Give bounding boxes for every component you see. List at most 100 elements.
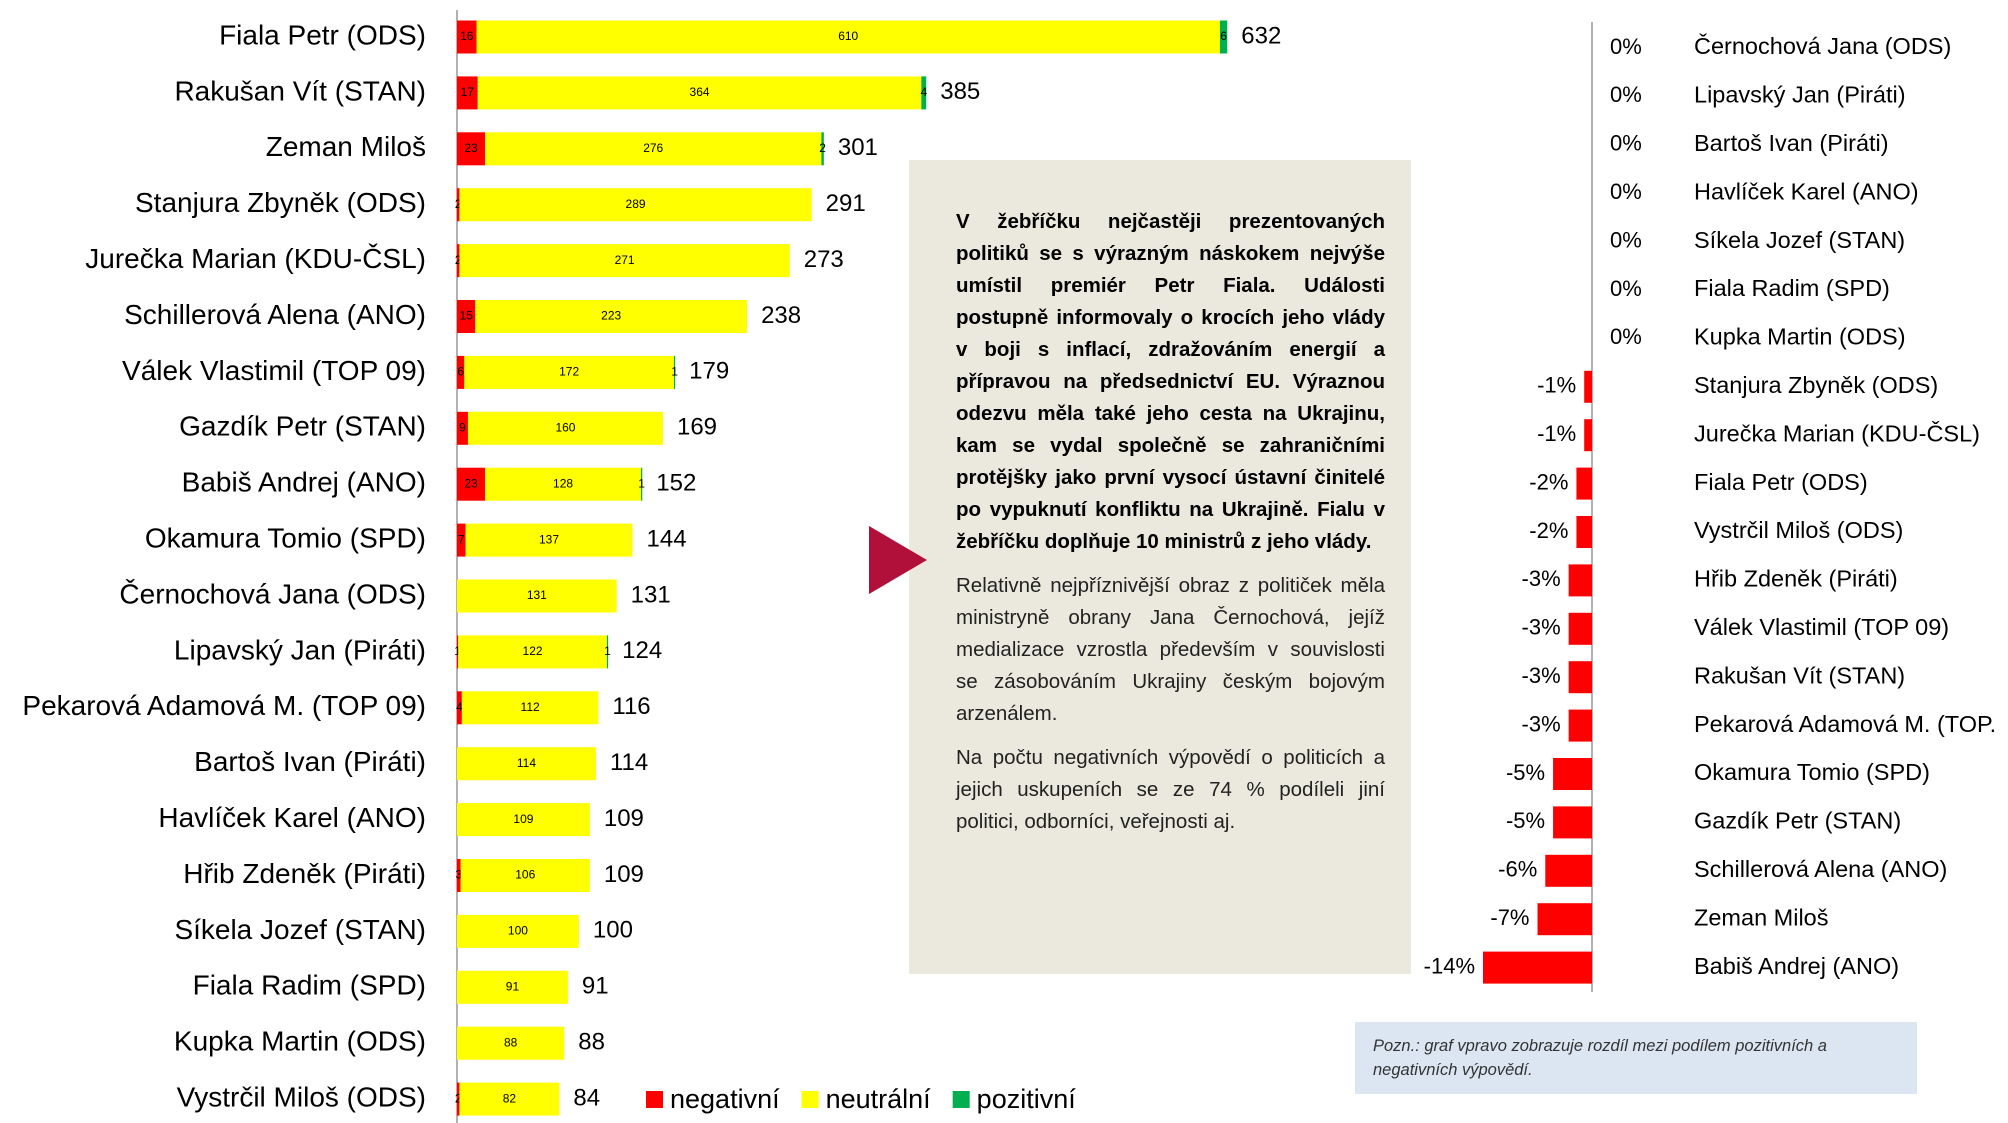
segment-label: 364: [690, 85, 710, 99]
bar-segment: [461, 691, 599, 725]
category-label: Babiš Andrej (ANO): [1694, 953, 1899, 979]
category-label: Kupka Martin (ODS): [174, 1026, 426, 1057]
segment-label: 2: [455, 1091, 462, 1105]
bar-segment: [459, 244, 790, 278]
category-label: Stanjura Zbyněk (ODS): [135, 187, 426, 218]
bar-segment: [457, 803, 590, 837]
value-label: -1%: [1537, 373, 1576, 398]
bar-segment: [457, 914, 579, 948]
segment-label: 23: [464, 476, 478, 490]
category-label: Lipavský Jan (Piráti): [1694, 82, 1906, 108]
bar-segment: [458, 635, 607, 669]
value-label: -5%: [1506, 760, 1545, 785]
paragraph: Relativně nejpříznivější obraz z politič…: [956, 574, 1385, 725]
bar: [1537, 903, 1592, 936]
segment-label: 6: [457, 365, 464, 379]
segment-label: 16: [460, 29, 474, 43]
segment-label: 114: [517, 756, 536, 770]
bar-segment: [457, 970, 568, 1004]
paragraph: V žebříčku nejčastěji prezentovaných pol…: [956, 210, 1385, 553]
category-label: Fiala Petr (ODS): [219, 19, 426, 50]
value-label: -14%: [1424, 953, 1475, 978]
category-label: Válek Vlastimil (TOP 09): [122, 355, 426, 386]
value-label: -3%: [1522, 711, 1561, 736]
segment-label: 160: [555, 420, 575, 434]
total-label: 144: [647, 525, 687, 552]
category-label: Zeman Miloš: [266, 131, 426, 162]
total-label: 109: [604, 861, 644, 888]
value-label: 0%: [1610, 34, 1642, 59]
bar: [1568, 564, 1592, 597]
value-label: 0%: [1610, 131, 1642, 156]
value-label: -1%: [1537, 421, 1576, 446]
segment-label: 2: [455, 197, 462, 211]
bar: [1584, 419, 1592, 452]
bar-segment: [475, 300, 748, 333]
total-label: 273: [804, 246, 844, 273]
bar-segment: [673, 355, 676, 389]
category-label: Vystrčil Miloš (ODS): [1694, 517, 1903, 543]
category-label: Jurečka Marian (KDU-ČSL): [1694, 419, 1980, 446]
segment-label: 3: [455, 868, 462, 882]
value-label: -2%: [1529, 518, 1568, 543]
category-label: Stanjura Zbyněk (ODS): [1694, 372, 1938, 398]
category-label: Rakušan Vít (STAN): [174, 75, 426, 106]
bar-segment: [457, 355, 465, 389]
bar-segment: [460, 859, 590, 892]
segment-label: 7: [458, 532, 465, 546]
segment-label: 223: [601, 309, 621, 323]
segment-label: 91: [506, 979, 520, 993]
bar-segment: [457, 579, 617, 613]
bar-segment: [457, 1026, 565, 1060]
segment-label: 6: [1220, 29, 1227, 43]
bar-segment: [606, 635, 609, 669]
category-label: Fiala Petr (ODS): [1694, 469, 1868, 495]
legend-label: pozitivní: [977, 1084, 1077, 1114]
value-label: -3%: [1522, 663, 1561, 688]
segment-label: 9: [459, 420, 466, 434]
category-label: Havlíček Karel (ANO): [158, 802, 426, 833]
bar-segment: [641, 467, 643, 501]
category-label: Bartoš Ivan (Piráti): [1694, 130, 1889, 156]
value-label: 0%: [1610, 324, 1642, 349]
bar: [1568, 709, 1592, 742]
total-label: 152: [656, 470, 696, 497]
bar-segment: [467, 411, 663, 445]
total-label: 116: [612, 693, 650, 720]
category-label: Černochová Jana (ODS): [119, 578, 426, 609]
value-label: -2%: [1529, 469, 1568, 494]
category-label: Lipavský Jan (Piráti): [174, 634, 426, 665]
value-label: -3%: [1522, 615, 1561, 640]
segment-label: 2: [455, 253, 462, 267]
bar-segment: [457, 244, 460, 278]
bar-segment: [457, 1082, 460, 1116]
total-label: 91: [582, 973, 609, 1000]
value-label: -3%: [1522, 566, 1561, 591]
bar-segment: [485, 132, 822, 166]
value-label: -6%: [1498, 857, 1537, 882]
segment-label: 106: [515, 868, 535, 882]
bar: [1576, 467, 1592, 500]
category-label: Okamura Tomio (SPD): [145, 522, 426, 553]
category-label: Schillerová Alena (ANO): [1694, 856, 1947, 882]
value-label: 0%: [1610, 227, 1642, 252]
category-label: Havlíček Karel (ANO): [1694, 178, 1919, 204]
value-label: 0%: [1610, 179, 1642, 204]
segment-label: 88: [504, 1035, 518, 1049]
total-label: 385: [940, 78, 980, 105]
category-label: Bartoš Ivan (Piráti): [194, 746, 426, 777]
total-label: 179: [689, 358, 729, 385]
category-label: Síkela Jozef (STAN): [174, 914, 426, 945]
category-label: Jurečka Marian (KDU-ČSL): [85, 243, 426, 274]
total-label: 131: [631, 581, 671, 608]
total-label: 238: [761, 302, 801, 329]
bar: [1568, 661, 1592, 694]
segment-label: 128: [553, 476, 573, 490]
category-label: Kupka Martin (ODS): [1694, 324, 1906, 350]
segment-label: 82: [503, 1091, 517, 1105]
bar-segment: [457, 411, 468, 445]
bar-segment: [485, 467, 642, 501]
segment-label: 122: [523, 644, 543, 658]
category-label: Schillerová Alena (ANO): [124, 299, 426, 330]
bar-segment: [457, 20, 477, 54]
